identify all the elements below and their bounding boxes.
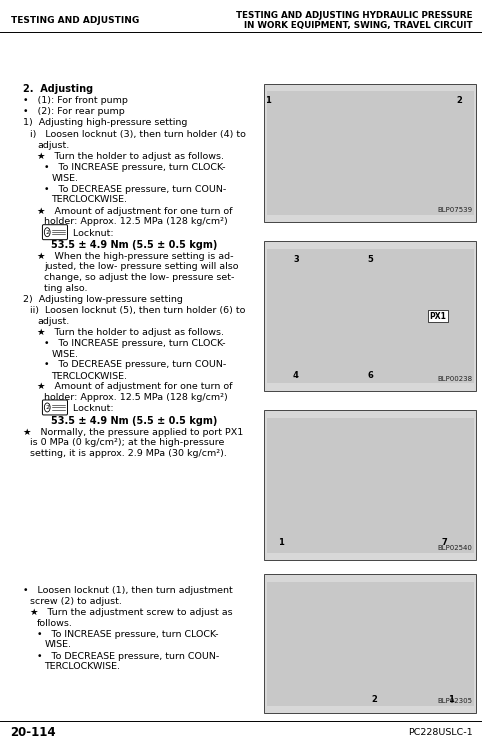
Text: BLP02305: BLP02305 xyxy=(437,698,472,704)
Text: holder: Approx. 12.5 MPa (128 kg/cm²): holder: Approx. 12.5 MPa (128 kg/cm²) xyxy=(44,393,228,402)
Text: 2)  Adjusting low-pressure setting: 2) Adjusting low-pressure setting xyxy=(23,295,183,304)
Text: ting also.: ting also. xyxy=(44,284,88,293)
Text: ★   Amount of adjustment for one turn of: ★ Amount of adjustment for one turn of xyxy=(37,382,233,391)
Text: 1: 1 xyxy=(266,96,271,105)
Text: WISE.: WISE. xyxy=(44,640,71,649)
Text: •   Loosen locknut (1), then turn adjustment: • Loosen locknut (1), then turn adjustme… xyxy=(23,586,232,595)
Text: 53.5 ± 4.9 Nm (5.5 ± 0.5 kgm): 53.5 ± 4.9 Nm (5.5 ± 0.5 kgm) xyxy=(51,240,217,250)
Text: ★   Normally, the pressure applied to port PX1: ★ Normally, the pressure applied to port… xyxy=(23,428,243,437)
Text: change, so adjust the low- pressure set-: change, so adjust the low- pressure set- xyxy=(44,273,235,282)
Text: ii)  Loosen locknut (5), then turn holder (6) to: ii) Loosen locknut (5), then turn holder… xyxy=(30,306,245,315)
Text: 5: 5 xyxy=(367,255,373,264)
Text: •   To INCREASE pressure, turn CLOCK-: • To INCREASE pressure, turn CLOCK- xyxy=(44,163,226,172)
Text: TERCLOCKWISE.: TERCLOCKWISE. xyxy=(52,195,128,204)
Bar xyxy=(267,582,474,706)
Text: WISE.: WISE. xyxy=(52,350,79,359)
Text: 1: 1 xyxy=(278,538,284,547)
Text: PC228USLC-1: PC228USLC-1 xyxy=(408,728,472,737)
Bar xyxy=(267,91,474,215)
Text: •   To DECREASE pressure, turn COUN-: • To DECREASE pressure, turn COUN- xyxy=(44,185,227,194)
Text: 3: 3 xyxy=(293,255,299,264)
Text: •   (2): For rear pump: • (2): For rear pump xyxy=(23,107,124,116)
Text: 1: 1 xyxy=(448,694,454,704)
Text: setting, it is approx. 2.9 MPa (30 kg/cm²).: setting, it is approx. 2.9 MPa (30 kg/cm… xyxy=(30,449,227,458)
Bar xyxy=(267,418,474,553)
Text: ★   Amount of adjustment for one turn of: ★ Amount of adjustment for one turn of xyxy=(37,207,233,216)
Text: 20-114: 20-114 xyxy=(11,726,56,739)
Text: 7: 7 xyxy=(442,538,447,547)
Text: •   (1): For front pump: • (1): For front pump xyxy=(23,96,128,105)
Circle shape xyxy=(44,228,50,237)
Text: 2: 2 xyxy=(45,405,49,410)
Text: BLP00238: BLP00238 xyxy=(437,376,472,382)
Text: follows.: follows. xyxy=(37,619,73,628)
Text: PX1: PX1 xyxy=(429,312,446,321)
Text: IN WORK EQUIPMENT, SWING, TRAVEL CIRCUIT: IN WORK EQUIPMENT, SWING, TRAVEL CIRCUIT xyxy=(244,21,472,30)
Text: justed, the low- pressure setting will also: justed, the low- pressure setting will a… xyxy=(44,262,239,271)
FancyBboxPatch shape xyxy=(42,225,67,240)
Text: TERCLOCKWISE.: TERCLOCKWISE. xyxy=(52,372,128,380)
Text: 2: 2 xyxy=(372,694,377,704)
Text: 2: 2 xyxy=(45,230,49,234)
Text: •   To DECREASE pressure, turn COUN-: • To DECREASE pressure, turn COUN- xyxy=(44,360,227,369)
Bar xyxy=(264,410,476,560)
Text: 53.5 ± 4.9 Nm (5.5 ± 0.5 kgm): 53.5 ± 4.9 Nm (5.5 ± 0.5 kgm) xyxy=(51,416,217,425)
Text: 2: 2 xyxy=(456,96,462,105)
Text: is 0 MPa (0 kg/cm²); at the high-pressure: is 0 MPa (0 kg/cm²); at the high-pressur… xyxy=(30,438,224,447)
Text: 4: 4 xyxy=(293,372,299,380)
Text: 1)  Adjusting high-pressure setting: 1) Adjusting high-pressure setting xyxy=(23,118,187,127)
Text: TERCLOCKWISE.: TERCLOCKWISE. xyxy=(44,662,120,671)
Bar xyxy=(264,241,476,391)
Text: BLP02540: BLP02540 xyxy=(438,545,472,551)
Bar xyxy=(264,84,476,222)
Text: 6: 6 xyxy=(367,372,373,380)
Text: •   To DECREASE pressure, turn COUN-: • To DECREASE pressure, turn COUN- xyxy=(37,652,219,661)
Text: Locknut:: Locknut: xyxy=(70,404,114,413)
Circle shape xyxy=(44,403,50,412)
Text: TESTING AND ADJUSTING HYDRAULIC PRESSURE: TESTING AND ADJUSTING HYDRAULIC PRESSURE xyxy=(236,11,472,20)
Text: Locknut:: Locknut: xyxy=(70,229,114,238)
Text: •   To INCREASE pressure, turn CLOCK-: • To INCREASE pressure, turn CLOCK- xyxy=(37,630,219,639)
Text: holder: Approx. 12.5 MPa (128 kg/cm²): holder: Approx. 12.5 MPa (128 kg/cm²) xyxy=(44,217,228,226)
Text: 2.  Adjusting: 2. Adjusting xyxy=(23,84,93,94)
Bar xyxy=(264,574,476,713)
FancyBboxPatch shape xyxy=(42,400,67,415)
Text: i)   Loosen locknut (3), then turn holder (4) to: i) Loosen locknut (3), then turn holder … xyxy=(30,130,246,139)
Text: ★   When the high-pressure setting is ad-: ★ When the high-pressure setting is ad- xyxy=(37,252,234,261)
Bar xyxy=(267,249,474,383)
Text: WISE.: WISE. xyxy=(52,174,79,183)
Text: adjust.: adjust. xyxy=(37,141,69,150)
Text: •   To INCREASE pressure, turn CLOCK-: • To INCREASE pressure, turn CLOCK- xyxy=(44,339,226,348)
Text: screw (2) to adjust.: screw (2) to adjust. xyxy=(30,597,122,606)
Text: ★   Turn the holder to adjust as follows.: ★ Turn the holder to adjust as follows. xyxy=(37,152,224,161)
Text: adjust.: adjust. xyxy=(37,317,69,326)
Text: BLP07539: BLP07539 xyxy=(437,207,472,213)
Text: TESTING AND ADJUSTING: TESTING AND ADJUSTING xyxy=(11,16,139,25)
Text: ★   Turn the adjustment screw to adjust as: ★ Turn the adjustment screw to adjust as xyxy=(30,608,232,617)
Text: ★   Turn the holder to adjust as follows.: ★ Turn the holder to adjust as follows. xyxy=(37,328,224,337)
